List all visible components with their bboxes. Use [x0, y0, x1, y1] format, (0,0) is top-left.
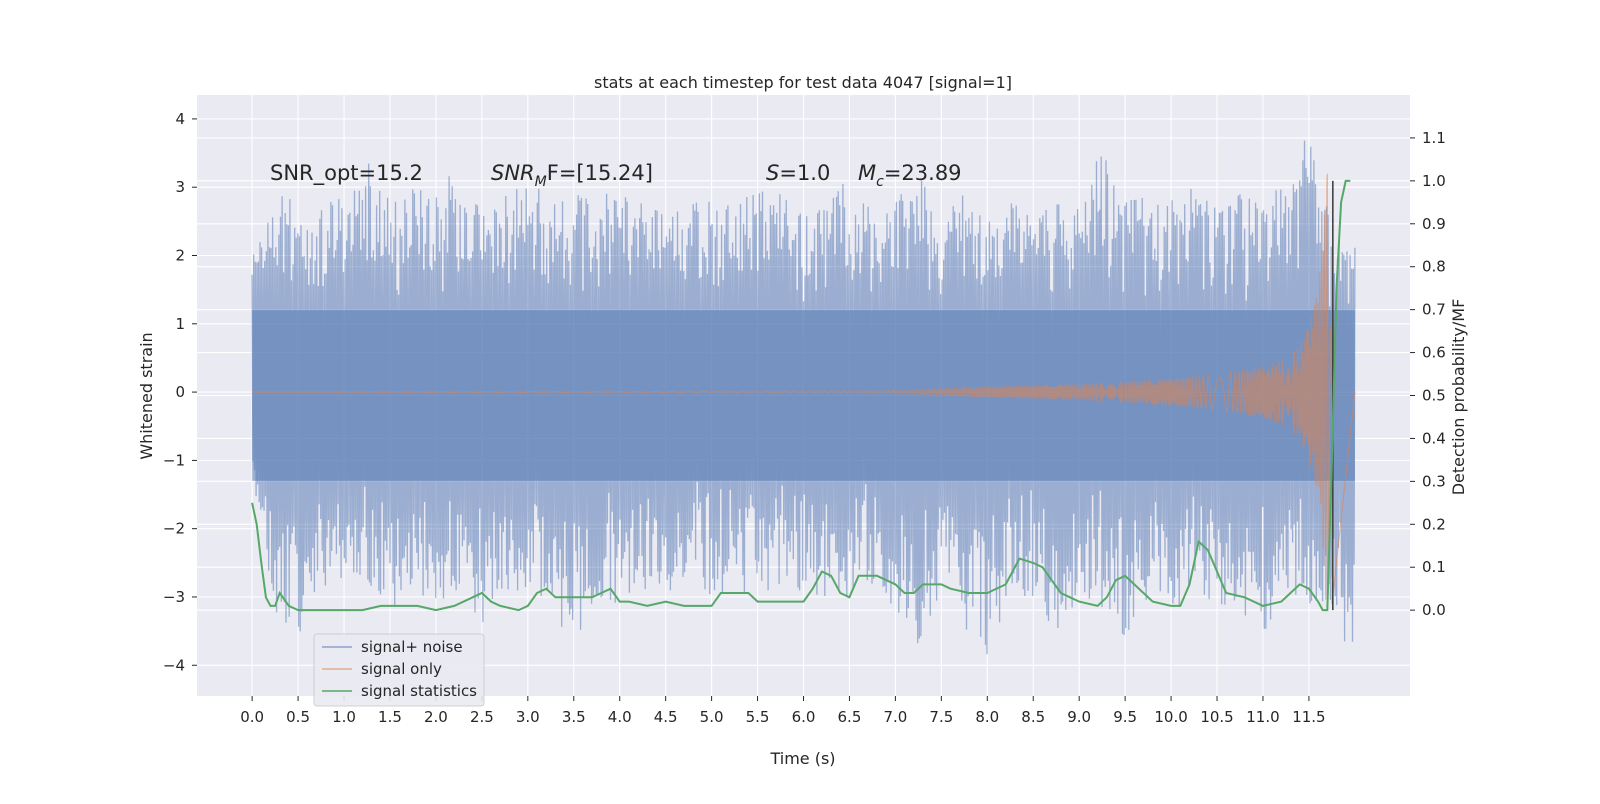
axes-layer: 0.0 0.5 1.0 1.5 2.0 2.5 3.0 3.5 4.0 4.5 5.0 5.5 6.0 6… [163, 110, 1446, 726]
y-right-tick-label: 0.5 [1422, 387, 1446, 405]
annotations: SNR_opt=15.2 SNRMF=[15.24] S=1.0 Mc=23.8… [270, 161, 962, 190]
legend-label-signal: signal only [361, 660, 442, 678]
x-tick-label: 5.0 [700, 708, 724, 726]
annotation-snr-mf-subscript: M [535, 174, 547, 190]
y-tick-label: 3 [175, 178, 185, 196]
chart-title: stats at each timestep for test data 404… [594, 73, 1012, 92]
y-tick-label: −3 [163, 588, 185, 606]
annotation-s: S=1.0 [766, 161, 830, 185]
x-tick-label: 3.5 [562, 708, 586, 726]
x-tick-label: 6.5 [838, 708, 862, 726]
y-right-tick-label: 1.1 [1422, 129, 1446, 147]
annotation-s-symbol: S [766, 161, 779, 185]
y-tick-label: −2 [163, 520, 185, 538]
x-tick-label: 6.0 [792, 708, 816, 726]
annotation-snr-mf-symbol: SNR [491, 161, 535, 185]
y-right-tick-label: 0.2 [1422, 515, 1446, 533]
x-tick-label: 2.5 [470, 708, 494, 726]
annotation-s-value: =1.0 [779, 161, 830, 185]
annotation-snr-mf-value: F=[15.24] [547, 161, 653, 185]
x-tick-label: 9.5 [1113, 708, 1137, 726]
legend-label-noise: signal+ noise [361, 638, 463, 656]
y-right-tick-label: 0.6 [1422, 344, 1446, 362]
annotation-mc-subscript: c [876, 174, 884, 190]
x-tick-label: 4.5 [654, 708, 678, 726]
x-tick-label: 7.5 [929, 708, 953, 726]
y-right-tick-label: 1.0 [1422, 172, 1446, 190]
x-tick-label: 8.0 [975, 708, 999, 726]
y-right-tick-label: 0.3 [1422, 472, 1446, 490]
x-tick-label: 9.0 [1067, 708, 1091, 726]
y-axis-right-label: Detection probability/MF [1449, 299, 1468, 496]
series-signal-noise [251, 140, 1356, 655]
y-tick-label: 0 [175, 383, 185, 401]
legend: signal+ noise signal only signal statist… [313, 633, 485, 707]
x-tick-label: 11.5 [1292, 708, 1325, 726]
x-axis-label: Time (s) [769, 749, 835, 768]
y-tick-label: 1 [175, 315, 185, 333]
annotation-snr-opt: SNR_opt=15.2 [270, 161, 423, 186]
y-right-tick-label: 0.8 [1422, 258, 1446, 276]
y-right-tick-label: 0.7 [1422, 301, 1446, 319]
x-tick-label: 11.0 [1246, 708, 1279, 726]
y-tick-label: 2 [175, 246, 185, 264]
x-tick-label: 2.0 [424, 708, 448, 726]
y-tick-label: −1 [163, 451, 185, 469]
y-axis-label: Whitened strain [137, 332, 156, 459]
x-tick-label: 8.5 [1021, 708, 1045, 726]
x-tick-label: 7.0 [883, 708, 907, 726]
y-right-tick-label: 0.0 [1422, 601, 1446, 619]
x-tick-label: 1.0 [332, 708, 356, 726]
x-tick-label: 4.0 [608, 708, 632, 726]
annotation-snr-mf: SNRMF=[15.24] [491, 161, 653, 190]
x-tick-label: 0.0 [240, 708, 264, 726]
series-layer [251, 140, 1356, 655]
x-tick-label: 3.0 [516, 708, 540, 726]
annotation-mc-value: =23.89 [884, 161, 962, 185]
annotation-mc-symbol: M [858, 161, 876, 185]
y-right-tick-label: 0.1 [1422, 558, 1446, 576]
series-signal-only [252, 173, 1356, 604]
y-tick-label: 4 [175, 110, 185, 128]
x-tick-label: 10.5 [1200, 708, 1233, 726]
x-tick-label: 1.5 [378, 708, 402, 726]
legend-frame [313, 633, 485, 707]
legend-label-statistics: signal statistics [361, 682, 477, 700]
y-tick-label: −4 [163, 656, 185, 674]
x-tick-label: 0.5 [286, 708, 310, 726]
y-right-tick-label: 0.9 [1422, 215, 1446, 233]
x-tick-label: 10.0 [1154, 708, 1187, 726]
series-signal-statistics [251, 179, 1351, 612]
x-tick-label: 5.5 [746, 708, 770, 726]
y-right-tick-label: 0.4 [1422, 429, 1446, 447]
annotation-mc: Mc=23.89 [858, 161, 962, 190]
